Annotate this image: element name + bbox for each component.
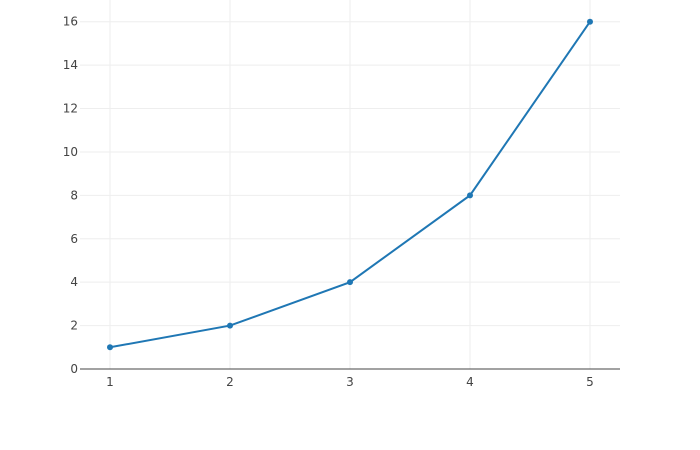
series — [107, 18, 593, 351]
data-point — [347, 279, 353, 286]
y-tick-label: 8 — [70, 188, 78, 202]
y-tick-label: 4 — [70, 275, 78, 289]
data-point — [107, 344, 113, 351]
data-point — [227, 322, 233, 329]
data-point — [467, 192, 473, 199]
data-point — [587, 18, 593, 25]
y-tick-label: 12 — [63, 102, 78, 116]
x-tick-label: 2 — [226, 375, 234, 389]
y-tick-label: 2 — [70, 319, 78, 333]
x-tick-label: 5 — [586, 375, 594, 389]
y-tick-label: 10 — [63, 145, 78, 159]
x-tick-label: 4 — [466, 375, 474, 389]
y-tick-label: 16 — [63, 15, 78, 29]
y-tick-label: 6 — [70, 232, 78, 246]
x-tick-label: 3 — [346, 375, 354, 389]
y-tick-label: 14 — [63, 58, 78, 72]
y-tick-label: 0 — [70, 362, 78, 376]
x-tick-label: 1 — [106, 375, 114, 389]
grid — [80, 0, 620, 369]
